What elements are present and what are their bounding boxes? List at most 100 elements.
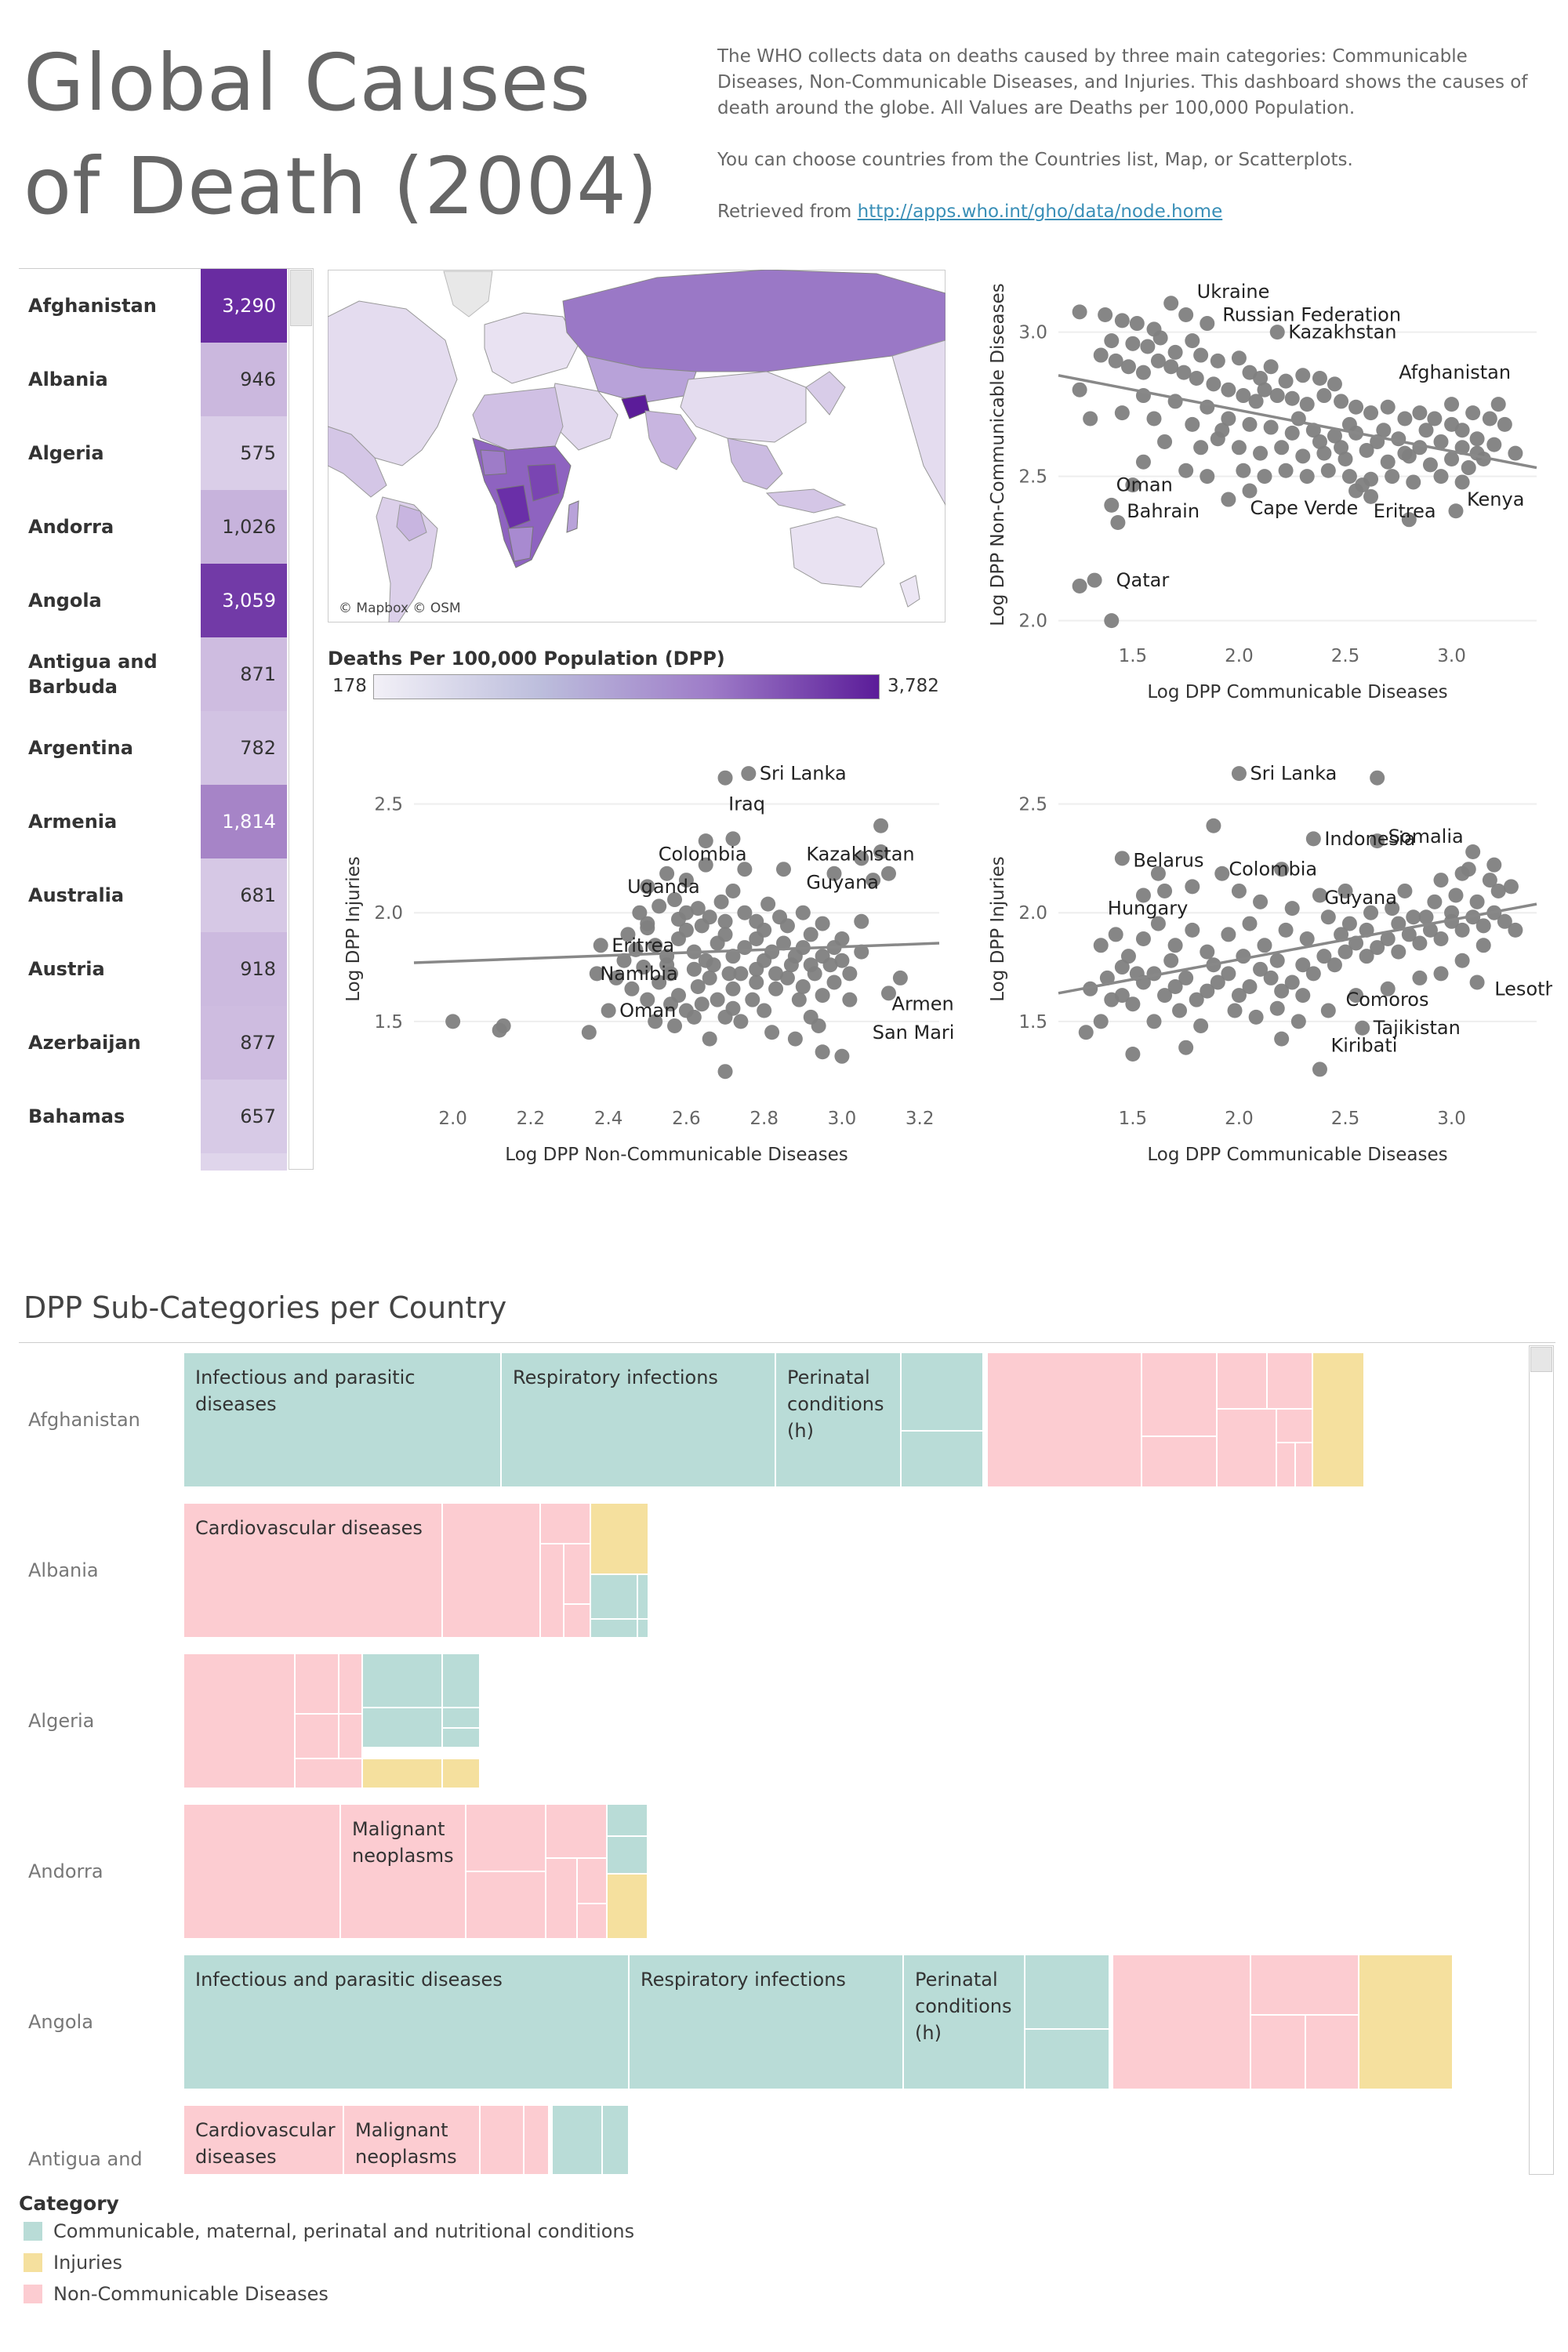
treemap-tile[interactable] [1112, 1955, 1250, 2089]
treemap-tile[interactable] [1276, 1409, 1312, 1443]
map-region[interactable] [507, 526, 534, 562]
treemap-tile[interactable] [1250, 2015, 1305, 2089]
country-list-scroll-thumb[interactable] [290, 270, 312, 326]
map-region[interactable] [472, 387, 564, 451]
legend-item-injuries[interactable]: Injuries [24, 2252, 122, 2274]
treemap-tile[interactable] [362, 1653, 442, 1708]
country-row[interactable]: Austria 918 [19, 932, 290, 1006]
treemap-tile[interactable]: Respiratory infections [629, 1955, 903, 2089]
treemap-tile[interactable] [540, 1503, 590, 1544]
treemap-tile[interactable] [546, 1804, 607, 1858]
treemap-tile[interactable]: Respiratory infections [501, 1352, 775, 1487]
map-region[interactable] [899, 575, 920, 608]
treemap-tile[interactable] [1305, 2015, 1359, 2089]
treemap-tile[interactable]: Perinatal conditions (h) [775, 1352, 901, 1487]
treemap-tile[interactable] [1250, 1955, 1359, 2016]
treemap-tile[interactable] [362, 1707, 442, 1748]
country-row[interactable]: Albania 946 [19, 343, 290, 416]
treemap-tile[interactable] [362, 1759, 442, 1788]
treemap-tile[interactable] [607, 1874, 648, 1939]
map-region[interactable] [443, 270, 493, 318]
world-map[interactable] [328, 270, 946, 622]
treemap-tile[interactable] [295, 1714, 339, 1759]
treemap-tile[interactable] [637, 1618, 648, 1638]
country-row[interactable]: Bahamas 657 [19, 1080, 290, 1153]
country-row[interactable]: Afghanistan 3,290 [19, 269, 290, 343]
treemap-tile[interactable] [295, 1759, 362, 1788]
country-row[interactable]: Angola 3,059 [19, 564, 290, 637]
map-region[interactable] [495, 485, 531, 529]
treemap-tile[interactable] [540, 1543, 564, 1638]
treemap-tile[interactable] [590, 1574, 637, 1619]
country-row[interactable]: Algeria 575 [19, 416, 290, 490]
treemap-tile[interactable] [1359, 1955, 1453, 2089]
treemap-tile[interactable] [577, 1904, 607, 1939]
country-row[interactable]: Argentina 782 [19, 711, 290, 785]
treemap-tile[interactable] [183, 1804, 340, 1939]
treemap-tile[interactable] [1276, 1443, 1295, 1487]
map-region[interactable] [484, 312, 579, 384]
country-row[interactable]: Azerbaijan 877 [19, 1006, 290, 1080]
treemap-tile[interactable]: Infectious and parasitic diseases [183, 1352, 501, 1487]
scatter-cd-vs-ncd[interactable]: 2.0 2.5 3.0 1.5 2.0 2.5 3.0 Log DPP Communicabl… [972, 259, 1552, 713]
treemap-tile[interactable]: Cardiovascular diseases [183, 1503, 442, 1638]
map-region-afghanistan[interactable] [621, 394, 650, 419]
treemap-tile[interactable] [524, 2105, 549, 2174]
country-row[interactable]: Australia 681 [19, 858, 290, 932]
treemap-tile[interactable] [1142, 1436, 1217, 1487]
map-region[interactable] [727, 437, 783, 490]
map-region[interactable] [680, 371, 807, 443]
treemap-tile[interactable] [295, 1653, 339, 1715]
map-region[interactable] [328, 426, 387, 498]
treemap-tile[interactable] [602, 2105, 629, 2174]
treemap-tile[interactable] [546, 1857, 577, 1939]
treemap-tile[interactable] [466, 1804, 546, 1871]
treemap-tile[interactable] [1025, 2028, 1109, 2089]
treemap-tile[interactable] [442, 1707, 480, 1728]
country-list[interactable]: Afghanistan 3,290 Albania 946 Algeria 575 Ando… [19, 268, 314, 1171]
treemap-tile[interactable]: Perinatal conditions (h) [903, 1955, 1025, 2089]
treemap-tile[interactable] [607, 1836, 648, 1875]
treemap-tile[interactable] [1142, 1352, 1217, 1436]
treemap-tile[interactable] [1295, 1443, 1312, 1487]
country-list-scrollbar[interactable] [289, 268, 314, 1170]
legend-item-communicable[interactable]: Communicable, maternal, perinatal and nu… [24, 2220, 634, 2242]
treemap-tile[interactable] [183, 1653, 295, 1788]
treemap-tile[interactable] [1312, 1352, 1364, 1487]
map-region[interactable] [805, 371, 846, 416]
country-row[interactable]: Bahrain [19, 1153, 290, 1171]
map-region[interactable] [566, 500, 579, 533]
map-region[interactable] [480, 449, 507, 476]
map-region[interactable] [396, 504, 427, 542]
treemap-tile[interactable] [480, 2105, 524, 2174]
map-region[interactable] [891, 339, 946, 506]
treemap-tile[interactable]: Infectious and parasitic diseases [183, 1955, 629, 2089]
treemap-tile[interactable] [901, 1430, 983, 1487]
map-region[interactable] [527, 463, 560, 502]
treemap-tile[interactable] [590, 1618, 637, 1638]
treemap-tile[interactable] [466, 1871, 546, 1939]
scatter-cd-vs-injuries[interactable]: 1.5 2.0 2.5 1.5 2.0 2.5 3.0 Log DPP Communicabl… [972, 729, 1552, 1176]
treemap-tile[interactable] [552, 2105, 602, 2174]
treemap-tile[interactable] [339, 1714, 362, 1759]
treemap-tile[interactable] [1217, 1409, 1276, 1487]
treemap-scroll-thumb[interactable] [1530, 1347, 1552, 1372]
treemap-tile[interactable] [564, 1543, 590, 1604]
map-region[interactable] [644, 410, 697, 470]
treemap-tile[interactable]: Malignant neoplasms [340, 1804, 466, 1939]
treemap-tile[interactable]: Malignant neoplasms [343, 2105, 480, 2174]
treemap-tile[interactable] [442, 1727, 480, 1748]
treemap-panel[interactable]: Afghanistan Infectious and parasitic dise… [19, 1342, 1555, 2174]
treemap-tile[interactable] [637, 1574, 648, 1619]
treemap-tile[interactable] [607, 1804, 648, 1837]
source-link[interactable]: http://apps.who.int/gho/data/node.home [857, 201, 1223, 222]
country-row[interactable]: Antigua and Barbuda 871 [19, 637, 290, 711]
treemap-scrollbar[interactable] [1529, 1345, 1554, 2175]
map-region[interactable] [765, 488, 847, 514]
treemap-tile[interactable] [1025, 1955, 1109, 2029]
treemap-tile[interactable] [442, 1503, 540, 1638]
treemap-tile[interactable] [339, 1653, 362, 1715]
legend-item-noncommunicable[interactable]: Non-Communicable Diseases [24, 2283, 328, 2305]
treemap-tile[interactable] [901, 1352, 983, 1431]
map-region[interactable] [789, 516, 885, 588]
